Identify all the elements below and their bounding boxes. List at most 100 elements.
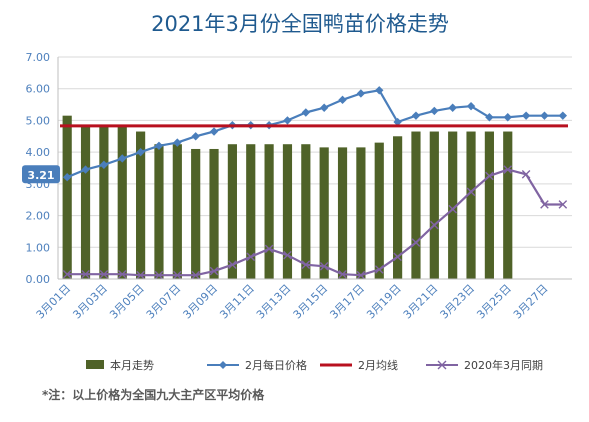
y-tick-label: 4.00: [26, 146, 51, 159]
x-marker: [558, 200, 568, 209]
bar-mark: [99, 126, 109, 280]
diamond-marker: [62, 172, 72, 182]
diamond-marker: [338, 95, 347, 105]
bar-mark: [393, 136, 403, 279]
diamond-marker: [154, 141, 164, 150]
y-tick-label: 2.00: [26, 210, 51, 223]
bar-mark: [227, 144, 237, 279]
x-marker: [154, 270, 164, 280]
x-tick-label: 3月09日: [181, 282, 221, 322]
diamond-marker: [118, 154, 127, 163]
diamond-marker: [448, 103, 457, 112]
bar-mark: [264, 144, 274, 279]
x-tick-label: 3月11日: [217, 282, 257, 322]
legend: 本月走势 2月每日价格 2月均线 2020年3月同期: [86, 358, 543, 372]
bar-mark: [448, 131, 458, 279]
legend-swatch: [86, 360, 104, 369]
diamond-marker: [411, 111, 421, 120]
diamond-marker: [81, 165, 90, 174]
x-marker: [62, 269, 72, 279]
x-tick-label: 3月05日: [107, 282, 147, 322]
x-marker: [540, 200, 549, 209]
x-marker: [283, 250, 292, 260]
diamond-marker: [173, 138, 182, 147]
x-tick-label: 3月17日: [327, 282, 367, 322]
gridlines: [58, 56, 572, 280]
y-tick-label: 6.00: [26, 83, 51, 96]
x-axis: 3月01日3月03日3月05日3月07日3月09日3月11日3月13日3月15日…: [34, 278, 572, 322]
x-tick-label: 3月07日: [144, 282, 184, 322]
x-tick-label: 3月25日: [474, 282, 514, 322]
bar-mark: [374, 142, 384, 279]
bar-mark: [484, 131, 494, 279]
bar-mark: [411, 131, 421, 279]
diamond-marker: [430, 106, 439, 116]
bar-mark: [191, 148, 201, 279]
bar-mark: [154, 144, 164, 279]
bar-mark: [117, 126, 127, 280]
bar-mark: [282, 144, 293, 279]
x-marker: [430, 220, 439, 230]
y-tick-label: 5.00: [26, 114, 51, 127]
bar-mark: [246, 144, 256, 279]
bar-mark: [356, 147, 366, 279]
legend-label: 2020年3月同期: [464, 358, 543, 372]
x-marker: [228, 260, 237, 270]
x-tick-label: 3月15日: [291, 282, 331, 322]
bar-mark: [172, 144, 182, 279]
x-marker: [338, 269, 347, 279]
diamond-marker: [375, 86, 384, 95]
x-marker: [411, 238, 421, 247]
bar-mark: [136, 131, 146, 279]
diamond-marker: [466, 101, 476, 111]
diamond-marker: [521, 111, 531, 120]
line-series: [60, 86, 568, 280]
x-marker: [99, 269, 109, 279]
x-marker: [485, 171, 494, 181]
legend-label: 2月均线: [358, 358, 398, 372]
x-tick-label: 3月13日: [254, 282, 294, 322]
diamond-marker: [540, 111, 549, 120]
x-tick-label: 3月19日: [364, 282, 404, 322]
x-marker: [81, 269, 90, 279]
diamond-marker: [99, 160, 109, 170]
bar-mark: [301, 144, 311, 279]
bar-mark: [209, 148, 219, 279]
diamond-marker: [136, 147, 145, 157]
legend-label: 2月每日价格: [245, 358, 307, 372]
bar-mark: [429, 131, 439, 279]
x-marker: [466, 187, 476, 197]
y-tick-label: 1.00: [26, 241, 51, 254]
x-marker: [319, 262, 329, 271]
x-marker: [173, 270, 182, 280]
diamond-marker: [503, 113, 512, 122]
diamond-marker: [191, 132, 200, 141]
x-tick-label: 3月27日: [511, 282, 551, 322]
x-tick-label: 3月23日: [438, 282, 478, 322]
callout-text: 3.21: [27, 169, 54, 182]
x-marker: [521, 170, 531, 179]
bar-mark: [319, 147, 329, 279]
bar-mark: [503, 131, 513, 279]
chart-footnote: *注：以上价格为全国九大主产区平均价格: [42, 387, 265, 402]
y-tick-label: 0.00: [26, 273, 51, 286]
x-marker: [117, 269, 127, 279]
series-line: [66, 89, 563, 179]
bar-mark: [466, 131, 476, 279]
x-tick-label: 3月01日: [34, 282, 74, 322]
x-marker: [448, 204, 457, 214]
diamond-marker: [485, 113, 494, 122]
legend-marker: [219, 361, 227, 369]
y-tick-label: 7.00: [26, 51, 51, 64]
diamond-marker: [393, 117, 402, 127]
x-marker: [356, 270, 366, 280]
x-marker: [301, 260, 311, 270]
legend-marker: [437, 360, 447, 370]
x-marker: [393, 252, 402, 262]
diamond-marker: [209, 127, 219, 136]
legend-label: 本月走势: [110, 358, 154, 372]
x-marker: [503, 165, 513, 174]
diamond-marker: [558, 111, 568, 120]
